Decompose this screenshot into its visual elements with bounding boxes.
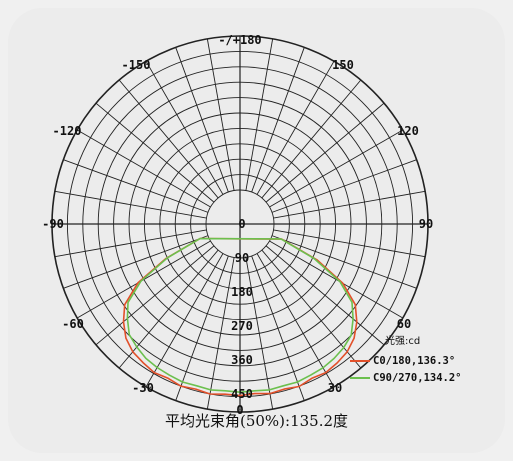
grid-spoke xyxy=(76,129,211,208)
radial-tick-label: 90 xyxy=(235,251,249,265)
polar-labels: -/+180 150 120 90 60 30 0 -30 -60 -90 -120 -150 0 90 1… xyxy=(42,33,433,417)
grid-spoke xyxy=(245,257,274,410)
unit-label: 光强:cd xyxy=(385,334,420,347)
grid-spoke xyxy=(175,47,229,193)
angle-tick-label: 150 xyxy=(332,58,354,72)
angle-tick-label: 0 xyxy=(236,403,243,417)
grid-spoke xyxy=(63,159,209,213)
series-curve xyxy=(126,237,354,393)
grid-spoke xyxy=(256,60,335,195)
legend-label: C90/270,134.2° xyxy=(373,372,462,384)
grid-spoke xyxy=(145,253,224,388)
grid-spoke xyxy=(265,245,385,346)
grid-spoke xyxy=(54,229,207,258)
radial-tick-label: 180 xyxy=(231,285,253,299)
series-curve xyxy=(122,237,358,397)
radial-tick-label: 270 xyxy=(231,319,253,333)
angle-tick-label: 30 xyxy=(328,381,342,395)
intensity-curves xyxy=(122,237,358,397)
grid-spoke xyxy=(95,102,215,203)
angle-tick-label: -150 xyxy=(122,58,151,72)
angle-tick-label: -90 xyxy=(42,217,64,231)
grid-spoke xyxy=(145,60,224,195)
radial-tick-label: 360 xyxy=(231,353,253,367)
grid-spoke xyxy=(118,249,219,369)
grid-spoke xyxy=(273,229,426,258)
grid-spoke xyxy=(251,47,305,193)
grid-spoke xyxy=(256,253,335,388)
angle-tick-label: -60 xyxy=(62,317,84,331)
grid-spoke xyxy=(206,257,235,410)
grid-spoke xyxy=(175,255,229,401)
legend: 光强:cd C0/180,136.3° C90/270,134.2° xyxy=(350,334,462,384)
grid-spoke xyxy=(273,190,426,219)
average-beam-angle: 平均光束角(50%):135.2度 xyxy=(164,412,349,430)
angle-tick-label: -/+180 xyxy=(218,33,261,47)
angle-tick-label: 120 xyxy=(397,124,419,138)
angle-tick-label: -120 xyxy=(53,124,82,138)
angle-tick-label: -30 xyxy=(132,381,154,395)
grid-spoke xyxy=(269,129,404,208)
grid-spoke xyxy=(261,79,362,199)
grid-spoke xyxy=(269,240,404,319)
grid-spoke xyxy=(245,38,274,191)
radial-tick-label: 0 xyxy=(238,217,245,231)
grid-spoke xyxy=(206,38,235,191)
radial-tick-label: 450 xyxy=(231,387,253,401)
chart-card xyxy=(8,8,505,453)
angle-tick-label: 90 xyxy=(419,217,433,231)
grid-spoke xyxy=(251,255,305,401)
grid-spoke xyxy=(271,159,417,213)
grid-spoke xyxy=(54,190,207,219)
angle-tick-label: 60 xyxy=(397,317,411,331)
grid-spoke xyxy=(63,235,209,289)
grid-spoke xyxy=(261,249,362,369)
grid-spoke xyxy=(118,79,219,199)
legend-label: C0/180,136.3° xyxy=(373,355,455,367)
grid-spoke xyxy=(271,235,417,289)
grid-spoke xyxy=(265,102,385,203)
polar-grid xyxy=(51,35,429,413)
grid-spoke xyxy=(95,245,215,346)
